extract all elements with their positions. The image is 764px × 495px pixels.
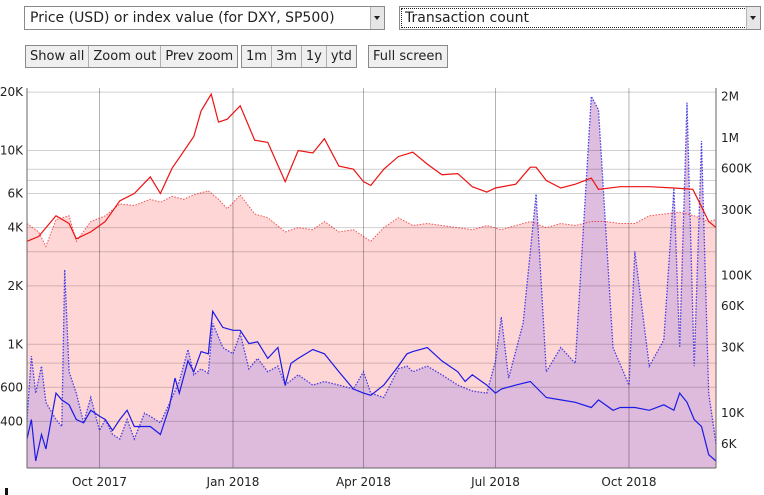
- tx-dotted-line: [26, 94, 717, 444]
- axes: [26, 88, 717, 469]
- series-lines: [26, 92, 717, 462]
- x-tick-label: Oct 2018: [601, 475, 656, 489]
- right-tick-label: 2M: [721, 89, 739, 103]
- right-tick-label: 30K: [721, 341, 745, 355]
- price-dotted-line: [26, 190, 717, 248]
- right-tick-label: 300K: [721, 203, 753, 217]
- show-all-button[interactable]: Show all: [26, 46, 90, 67]
- left-axis-ticks: 20K 10K 6K 4K 2K 1K 600 400: [0, 85, 24, 428]
- range-1m-button[interactable]: 1m: [242, 46, 272, 67]
- right-tick-label: 10K: [721, 406, 745, 420]
- left-tick-label: 20K: [0, 85, 24, 99]
- mouse-cursor: [5, 488, 8, 495]
- chevron-down-icon[interactable]: [746, 7, 760, 29]
- range-3m-button[interactable]: 3m: [272, 46, 302, 67]
- right-tick-label: 600K: [721, 161, 753, 175]
- left-tick-label: 1K: [7, 337, 24, 351]
- right-tick-label: 1M: [721, 131, 739, 145]
- price-solid-line: [26, 92, 717, 242]
- series-fills: [27, 96, 716, 469]
- chevron-down-icon[interactable]: [370, 7, 384, 29]
- left-tick-label: 4K: [7, 221, 24, 235]
- left-tick-label: 6K: [7, 186, 24, 200]
- range-button-group: 1m 3m 1y ytd: [241, 45, 357, 68]
- left-axis-metric-value: Price (USD) or index value (for DXY, SP5…: [30, 10, 335, 26]
- grid-lines: [27, 88, 716, 468]
- right-tick-label: 60K: [721, 299, 745, 313]
- x-tick-label: Jul 2018: [470, 475, 520, 489]
- tx-area-fill: [27, 96, 716, 469]
- tx-solid-line: [26, 309, 717, 462]
- right-axis-ticks: 2M 1M 600K 300K 100K 60K 30K 10K 6K: [721, 89, 753, 450]
- fullscreen-button-group: Full screen: [368, 45, 448, 68]
- price-transaction-chart[interactable]: 20K 10K 6K 4K 2K 1K 600 400 2M 1M 600K 300K 100K 60K…: [0, 80, 764, 495]
- zoom-out-button[interactable]: Zoom out: [89, 46, 162, 67]
- x-tick-label: Apr 2018: [336, 475, 391, 489]
- left-tick-label: 10K: [0, 143, 24, 157]
- left-tick-label: 600: [0, 380, 23, 394]
- right-tick-label: 100K: [721, 269, 753, 283]
- x-tick-label: Oct 2017: [72, 475, 127, 489]
- prev-zoom-button[interactable]: Prev zoom: [165, 49, 234, 64]
- right-tick-label: 6K: [721, 437, 738, 451]
- right-axis-metric-value: Transaction count: [405, 10, 530, 26]
- x-tick-label: Jan 2018: [206, 475, 260, 489]
- left-axis-metric-select[interactable]: Price (USD) or index value (for DXY, SP5…: [24, 6, 385, 30]
- zoom-button-group: Show all Zoom out Prev zoom: [25, 45, 239, 68]
- left-tick-label: 400: [0, 414, 23, 428]
- x-axis-ticks: Oct 2017 Jan 2018 Apr 2018 Jul 2018 Oct 2018: [72, 475, 657, 489]
- right-axis-metric-select[interactable]: Transaction count: [399, 6, 761, 30]
- range-1y-button[interactable]: 1y: [302, 46, 327, 67]
- full-screen-button[interactable]: Full screen: [373, 49, 443, 64]
- left-tick-label: 2K: [7, 279, 24, 293]
- range-ytd-button[interactable]: ytd: [330, 49, 352, 64]
